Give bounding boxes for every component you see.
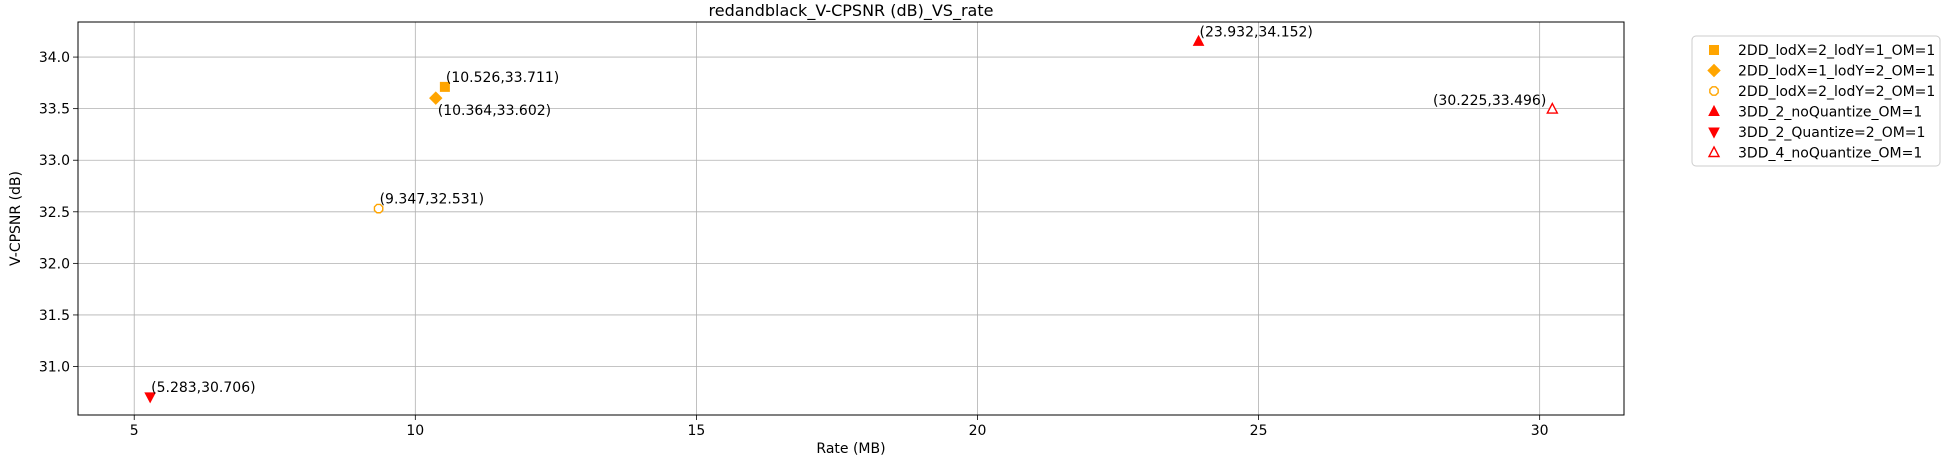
data-point-marker: [429, 91, 443, 105]
data-point-label: (10.364,33.602): [438, 103, 551, 119]
legend-marker: [1707, 145, 1721, 158]
legend-marker: [1709, 86, 1719, 96]
data-point-label: (5.283,30.706): [151, 380, 255, 396]
y-tick-label: 32.0: [39, 256, 70, 272]
data-point-marker: [373, 203, 384, 214]
data-annotations: (10.526,33.711) (10.364,33.602) (9.347,32.…: [151, 24, 1546, 395]
x-tick-label: 10: [406, 423, 424, 439]
data-point-label: (23.932,34.152): [1200, 24, 1313, 40]
y-tick-label: 33.5: [39, 102, 70, 118]
grid: [78, 22, 1624, 415]
legend-entry-label: 2DD_lodX=1_lodY=2_OM=1: [1738, 64, 1935, 80]
data-point-marker: [1192, 34, 1205, 46]
data-point-marker: [1546, 102, 1559, 114]
y-tick-label: 31.0: [39, 360, 70, 376]
x-tick-label: 30: [1531, 423, 1549, 439]
data-point-marker: [439, 81, 450, 92]
data-point-label: (30.225,33.496): [1433, 93, 1546, 109]
chart-title: redandblack_V-CPSNR (dB)_VS_rate: [709, 1, 994, 21]
legend-entry-label: 2DD_lodX=2_lodY=2_OM=1: [1738, 84, 1935, 100]
y-tick-label: 32.5: [39, 205, 70, 221]
legend-entry-label: 3DD_2_noQuantize_OM=1: [1738, 105, 1922, 121]
legend-box: [1691, 35, 1941, 167]
x-tick-label: 5: [130, 423, 139, 439]
x-tick-label: 25: [1250, 423, 1268, 439]
legend-entry-label: 2DD_lodX=2_lodY=1_OM=1: [1738, 43, 1935, 59]
legend-marker: [1709, 45, 1719, 55]
x-axis-label: Rate (MB): [816, 441, 885, 457]
data-point-label: (9.347,32.531): [380, 192, 484, 208]
data-markers: [144, 34, 1559, 404]
legend-entry-label: 3DD_2_Quantize=2_OM=1: [1738, 125, 1925, 141]
legend-marker: [1707, 63, 1721, 78]
data-point-marker: [144, 392, 156, 404]
legend-entry-label: 3DD_4_noQuantize_OM=1: [1738, 146, 1922, 162]
legend: 2DD_lodX=2_lodY=1_OM=1 2DD_lodX=1_lodY=2_…: [1691, 35, 1941, 167]
legend-marker: [1708, 104, 1720, 116]
legend-marker: [1708, 127, 1720, 139]
data-point-label: (10.526,33.711): [446, 70, 559, 86]
axis-ticks: 5 10 15 20 25 30 31.0 31.5 32.0 32.5 33.0 33.5 34.0: [39, 50, 1549, 439]
y-tick-label: 33.0: [39, 153, 70, 169]
x-tick-label: 15: [687, 423, 705, 439]
y-tick-label: 34.0: [39, 50, 70, 66]
plot-area-frame: [77, 21, 1625, 416]
y-axis-label: V-CPSNR (dB): [8, 171, 24, 266]
x-tick-label: 20: [969, 423, 987, 439]
y-tick-label: 31.5: [39, 308, 70, 324]
